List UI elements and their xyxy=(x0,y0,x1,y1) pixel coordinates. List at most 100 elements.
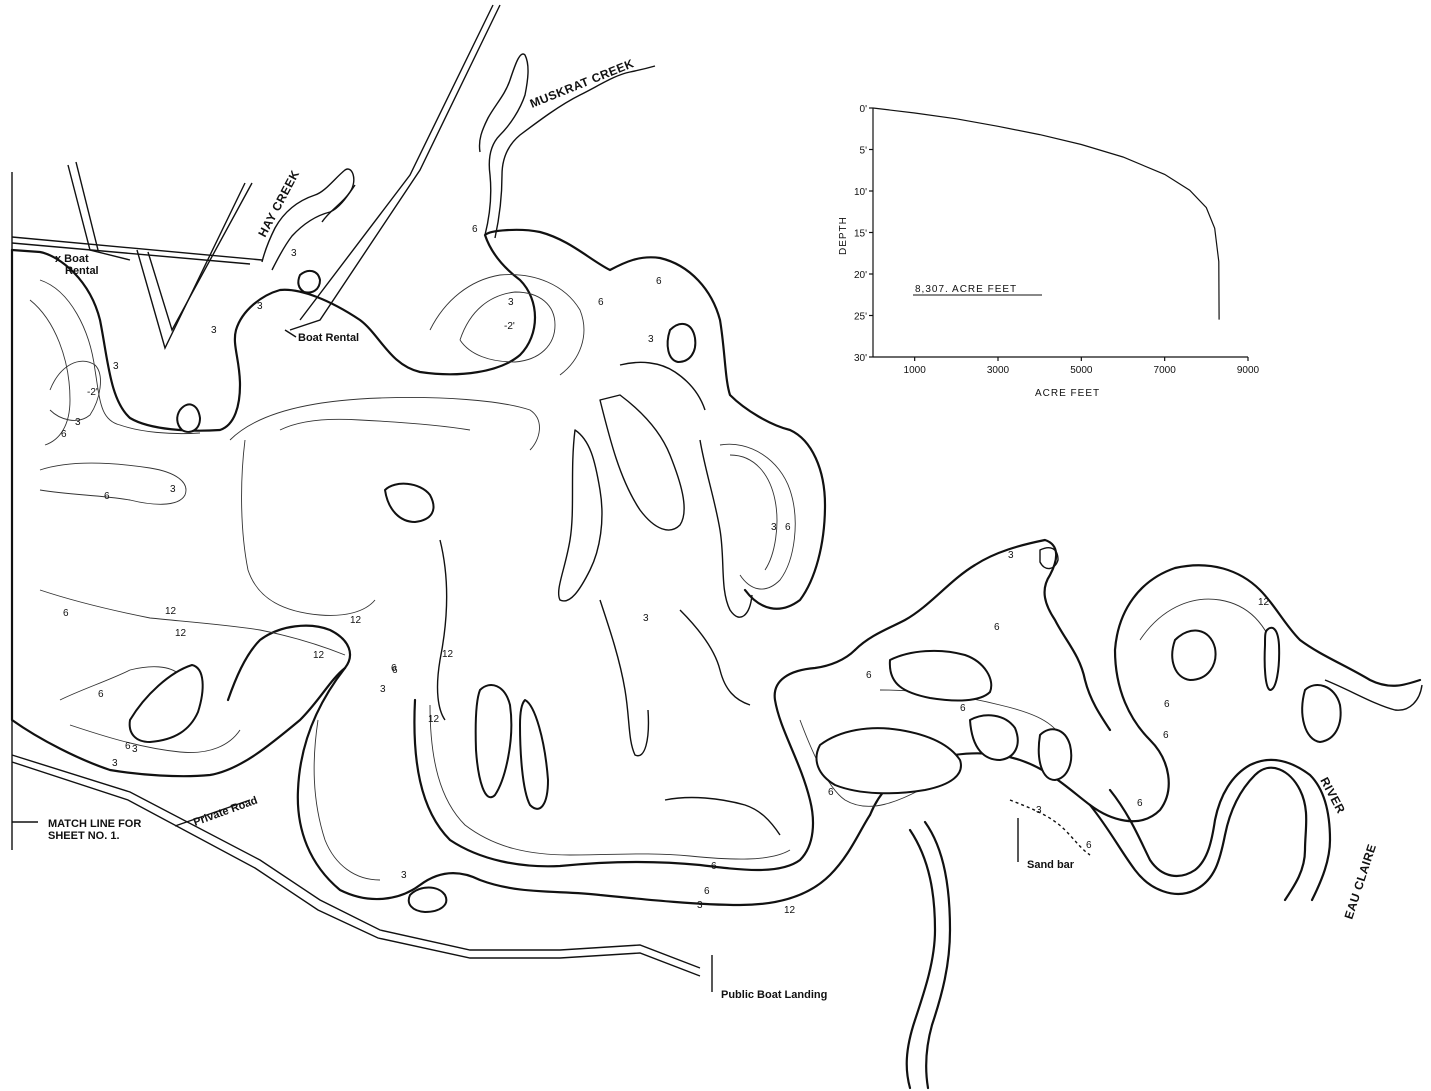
marsh-7 xyxy=(436,539,448,721)
contour-6ft-north xyxy=(429,274,585,376)
road-private-1 xyxy=(11,754,701,969)
island-1 xyxy=(384,482,435,523)
road-north-2 xyxy=(11,236,263,261)
shore-lower-river-west xyxy=(905,828,937,1090)
depth-mark: 12 xyxy=(1258,597,1270,608)
depth-mark: 6 xyxy=(392,665,398,676)
road-private-branch xyxy=(174,799,251,827)
roads xyxy=(11,4,701,977)
shore-hay-creek-2 xyxy=(271,184,356,271)
contour-6ft-center xyxy=(279,418,471,431)
island-2 xyxy=(128,664,204,743)
chart-annotation: 8,307. ACRE FEET xyxy=(915,284,1017,295)
island-6 xyxy=(888,649,993,702)
depth-mark: 12 xyxy=(442,649,454,660)
marsh-3 xyxy=(699,439,753,618)
depth-mark: 3 xyxy=(697,900,703,911)
depth-mark: 6 xyxy=(866,670,872,681)
island-7 xyxy=(969,714,1019,761)
chart-x-tick-label: 5000 xyxy=(1070,365,1093,376)
depth-mark: 3 xyxy=(211,325,217,336)
muskrat-creek-label: MUSKRAT CREEK xyxy=(528,56,636,111)
marsh-5 xyxy=(664,796,781,836)
contour-12ft-1 xyxy=(39,589,346,656)
island-5 xyxy=(815,727,962,795)
depth-mark: 6 xyxy=(1164,699,1170,710)
depth-mark: 6 xyxy=(785,522,791,533)
boat-rental-pointer xyxy=(284,329,297,338)
shoreline xyxy=(10,53,1422,1090)
depth-mark: 6 xyxy=(391,663,397,674)
contour-6ft-east-basin xyxy=(719,443,796,590)
contour-basin-west-3 xyxy=(49,360,101,421)
contour-6ft-west xyxy=(29,299,71,446)
depth-mark: 6 xyxy=(656,276,662,287)
shore-river-south-2 xyxy=(1108,758,1332,902)
depth-mark: 6 xyxy=(472,224,478,235)
chart-x-tick-label: 3000 xyxy=(987,365,1010,376)
private-road-label: Private Road xyxy=(192,795,259,829)
shore-lower-river-east xyxy=(923,820,952,1090)
islands xyxy=(128,269,1342,913)
chart-y-tick-label: 10' xyxy=(854,187,867,198)
match-line-label-2: SHEET NO. 1. xyxy=(48,830,120,842)
depth-mark: 6 xyxy=(598,297,604,308)
depth-mark: 3 xyxy=(291,248,297,259)
contour-east-2 xyxy=(1139,598,1276,651)
shore-west-basin xyxy=(10,228,827,610)
hay-creek-label: HAY CREEK xyxy=(255,168,302,240)
chart-y-tick-label: 20' xyxy=(854,270,867,281)
depth-mark: 3 xyxy=(132,744,138,755)
road-left-vertical xyxy=(67,164,131,261)
depth-mark: 6 xyxy=(98,689,104,700)
marsh-2 xyxy=(599,394,685,531)
shore-muskrat-creek-2 xyxy=(494,65,656,239)
contour-channel-3 xyxy=(799,719,921,807)
depth-mark: 6 xyxy=(1137,798,1143,809)
chart-series-line xyxy=(872,107,1220,320)
chart-y-tick-label: 30' xyxy=(854,353,867,364)
marsh-10 xyxy=(1324,679,1423,711)
chart-x-tick-label: 7000 xyxy=(1154,365,1177,376)
depth-mark: -2' xyxy=(504,321,515,332)
road-diag-1 xyxy=(136,182,246,350)
depth-mark: 6 xyxy=(711,861,717,872)
contour-channel-1 xyxy=(429,704,791,860)
depth-mark: 12 xyxy=(313,650,325,661)
island-13 xyxy=(1263,626,1281,691)
depth-mark: -2' xyxy=(87,387,98,398)
island-11 xyxy=(666,322,697,363)
island-8 xyxy=(1037,728,1073,781)
depth-mark: 6 xyxy=(1086,840,1092,851)
boat-rental-label-1b: Rental xyxy=(65,265,99,277)
depth-volume-chart: 0' 5' 10' 15' 20' 25' 30' 1000 3000 5000 7000 9000… xyxy=(838,104,1260,399)
boat-rental-label-2: Boat Rental xyxy=(298,332,359,344)
contour-6ft-sw xyxy=(59,666,181,701)
depth-mark: 6 xyxy=(104,491,110,502)
contour-3ft-west xyxy=(39,279,201,435)
marsh-9 xyxy=(619,361,706,411)
island-9 xyxy=(1301,684,1342,743)
depth-mark: 3 xyxy=(401,870,407,881)
road-long-diag-2 xyxy=(299,4,494,321)
depth-mark: 12 xyxy=(165,606,177,617)
marsh-8 xyxy=(1039,547,1059,570)
depth-mark: 6 xyxy=(63,608,69,619)
depth-mark: 3 xyxy=(170,484,176,495)
depth-mark: 3 xyxy=(648,334,654,345)
contour-6ft-basin xyxy=(39,462,187,505)
depth-mark: 3 xyxy=(380,684,386,695)
depth-mark: 3 xyxy=(643,613,649,624)
shore-muskrat-creek-1 xyxy=(478,53,529,236)
depth-mark: 6 xyxy=(704,886,710,897)
contour-3ft-north xyxy=(459,291,556,363)
depth-mark: 12 xyxy=(175,628,187,639)
depth-mark: 12 xyxy=(428,714,440,725)
island-15 xyxy=(297,269,321,294)
shore-river-south xyxy=(1088,766,1308,902)
marsh-outlines xyxy=(436,361,1423,856)
depth-mark: 3 xyxy=(75,417,81,428)
contour-3ft-east-basin xyxy=(729,454,778,571)
road-left-vertical-2 xyxy=(75,161,99,251)
